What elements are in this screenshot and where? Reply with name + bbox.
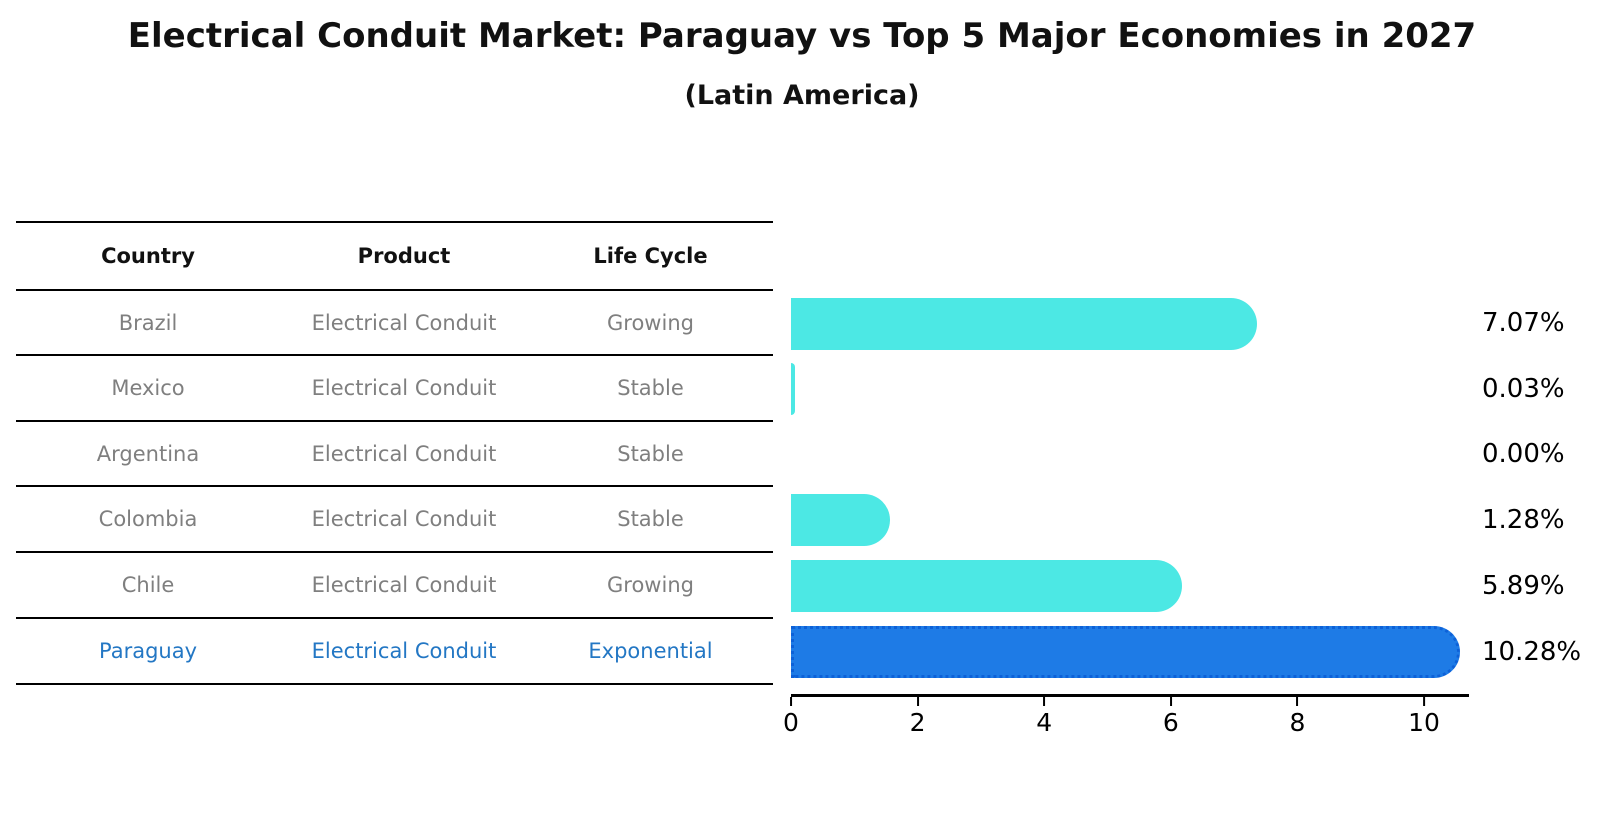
- header-country: Country: [101, 244, 195, 268]
- bar-row: [791, 487, 1491, 553]
- bar-paraguay: [791, 626, 1460, 678]
- bar-row: [791, 356, 1491, 422]
- tick-label: 4: [1036, 708, 1053, 737]
- cell-life-cycle: Exponential: [588, 639, 713, 663]
- bar-mexico: [791, 363, 795, 415]
- bar-row: [791, 422, 1491, 487]
- cell-country: Colombia: [98, 507, 198, 531]
- value-label-mexico: 0.03%: [1482, 374, 1565, 404]
- bar-chile: [791, 560, 1182, 612]
- header-product: Product: [357, 244, 451, 268]
- x-axis-line: [791, 694, 1469, 697]
- cell-product: Electrical Conduit: [311, 573, 497, 597]
- bar-row: [791, 619, 1491, 685]
- table-row-argentina: Argentina Electrical Conduit Stable: [16, 422, 773, 487]
- table-row-paraguay: Paraguay Electrical Conduit Exponential: [16, 619, 773, 685]
- value-label-brazil: 7.07%: [1482, 308, 1565, 338]
- tick-label: 2: [909, 708, 926, 737]
- tick-mark: [1043, 697, 1046, 706]
- tick-mark: [1296, 697, 1299, 706]
- value-label-paraguay: 10.28%: [1482, 637, 1582, 667]
- x-tick-4: 4: [1036, 697, 1052, 737]
- table-row-colombia: Colombia Electrical Conduit Stable: [16, 487, 773, 553]
- tick-label: 10: [1408, 708, 1440, 737]
- tick-label: 8: [1289, 708, 1306, 737]
- tick-label: 6: [1162, 708, 1179, 737]
- tick-label: 0: [783, 708, 799, 737]
- cell-life-cycle: Stable: [617, 507, 684, 531]
- bar-colombia: [791, 494, 891, 546]
- table-row-brazil: Brazil Electrical Conduit Growing: [16, 291, 773, 356]
- table-row-mexico: Mexico Electrical Conduit Stable: [16, 356, 773, 422]
- tick-mark: [790, 697, 792, 706]
- x-tick-8: 8: [1289, 697, 1305, 737]
- x-tick-0: 0: [783, 697, 799, 737]
- cell-country: Mexico: [111, 376, 185, 400]
- cell-country: Paraguay: [98, 639, 198, 663]
- value-label-chile: 5.89%: [1482, 571, 1565, 601]
- chart-subtitle: (Latin America): [684, 80, 920, 111]
- value-label-argentina: 0.00%: [1482, 439, 1565, 469]
- x-tick-2: 2: [910, 697, 926, 737]
- cell-product: Electrical Conduit: [311, 639, 497, 663]
- cell-product: Electrical Conduit: [311, 507, 497, 531]
- cell-life-cycle: Stable: [617, 376, 684, 400]
- tick-mark: [1423, 697, 1425, 706]
- chart-title: Electrical Conduit Market: Paraguay vs T…: [127, 16, 1477, 56]
- x-tick-10: 10: [1408, 697, 1440, 737]
- x-tick-6: 6: [1163, 697, 1179, 737]
- cell-country: Argentina: [96, 441, 200, 466]
- table-row-chile: Chile Electrical Conduit Growing: [16, 553, 773, 619]
- cell-product: Electrical Conduit: [311, 441, 497, 466]
- header-life-cycle: Life Cycle: [593, 244, 708, 268]
- tick-mark: [916, 697, 919, 706]
- cell-life-cycle: Growing: [607, 573, 694, 597]
- table-header: Country Product Life Cycle: [16, 221, 773, 291]
- bar-brazil: [791, 297, 1257, 350]
- cell-country: Chile: [121, 573, 175, 597]
- cell-life-cycle: Stable: [617, 441, 684, 466]
- bar-row: [791, 553, 1491, 619]
- cell-country: Brazil: [118, 310, 178, 335]
- cell-life-cycle: Growing: [607, 310, 694, 335]
- cell-product: Electrical Conduit: [311, 376, 497, 400]
- bar-row: [791, 291, 1491, 356]
- tick-mark: [1169, 697, 1172, 706]
- value-label-colombia: 1.28%: [1482, 505, 1565, 535]
- cell-product: Electrical Conduit: [311, 310, 497, 335]
